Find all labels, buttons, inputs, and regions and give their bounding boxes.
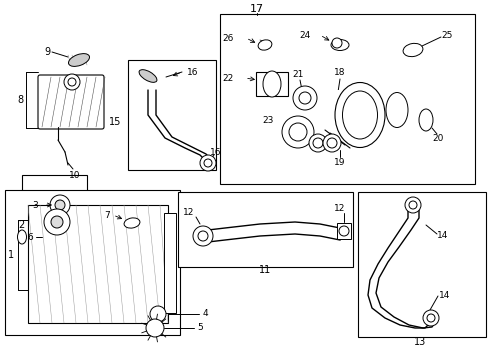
Circle shape	[331, 38, 341, 48]
Text: 22: 22	[222, 73, 233, 82]
Bar	[357, 192, 485, 337]
Circle shape	[203, 159, 212, 167]
Bar	[178, 192, 352, 267]
Text: 16: 16	[210, 148, 221, 157]
Ellipse shape	[342, 91, 377, 139]
Text: 23: 23	[262, 116, 273, 125]
Circle shape	[150, 306, 165, 322]
Ellipse shape	[418, 109, 432, 131]
Circle shape	[404, 197, 420, 213]
Text: 10: 10	[69, 171, 81, 180]
Bar	[256, 72, 287, 96]
Bar	[5, 190, 180, 335]
Text: 16: 16	[187, 68, 198, 77]
Text: 9: 9	[44, 47, 50, 57]
Text: 12: 12	[334, 203, 345, 212]
Text: 26: 26	[222, 33, 233, 42]
Bar	[336, 223, 350, 239]
Text: 7: 7	[104, 211, 110, 220]
Circle shape	[338, 226, 348, 236]
Text: 15: 15	[109, 117, 121, 127]
Bar	[28, 205, 168, 323]
Circle shape	[64, 74, 80, 90]
Circle shape	[408, 201, 416, 209]
Ellipse shape	[18, 230, 26, 244]
Text: 13: 13	[413, 337, 425, 347]
Circle shape	[51, 216, 63, 228]
Bar	[128, 60, 216, 170]
Circle shape	[146, 319, 163, 337]
Ellipse shape	[402, 43, 422, 57]
Bar	[163, 213, 176, 313]
Text: 25: 25	[440, 31, 452, 40]
Circle shape	[198, 231, 207, 241]
Circle shape	[282, 116, 313, 148]
Circle shape	[193, 226, 213, 246]
Circle shape	[326, 138, 336, 148]
Circle shape	[298, 92, 310, 104]
Text: 2: 2	[18, 220, 24, 230]
Text: 5: 5	[197, 324, 203, 333]
Ellipse shape	[334, 82, 384, 148]
Text: 14: 14	[436, 230, 448, 239]
Circle shape	[422, 310, 438, 326]
Ellipse shape	[68, 54, 89, 66]
Circle shape	[44, 209, 70, 235]
Ellipse shape	[263, 71, 281, 97]
Text: 17: 17	[249, 4, 264, 14]
Ellipse shape	[258, 40, 271, 50]
Circle shape	[288, 123, 306, 141]
Circle shape	[50, 195, 70, 215]
Ellipse shape	[330, 40, 348, 50]
Text: 8: 8	[17, 95, 23, 105]
Text: 1: 1	[8, 250, 14, 260]
Bar	[309, 90, 404, 160]
Circle shape	[308, 134, 326, 152]
Text: 11: 11	[258, 265, 270, 275]
Bar	[22, 175, 87, 245]
Ellipse shape	[124, 218, 140, 228]
Text: 19: 19	[334, 158, 345, 166]
Text: 4: 4	[202, 310, 207, 319]
Circle shape	[68, 78, 76, 86]
Text: 6: 6	[27, 233, 33, 242]
Ellipse shape	[385, 93, 407, 127]
Circle shape	[323, 134, 340, 152]
Text: 14: 14	[438, 291, 450, 300]
Ellipse shape	[139, 70, 157, 82]
Bar	[220, 14, 474, 184]
Text: 12: 12	[183, 207, 194, 216]
Text: 3: 3	[32, 201, 38, 210]
Text: 20: 20	[431, 134, 443, 143]
Text: 21: 21	[292, 69, 303, 78]
Text: 24: 24	[299, 31, 310, 40]
Circle shape	[55, 200, 65, 210]
Circle shape	[292, 86, 316, 110]
Circle shape	[426, 314, 434, 322]
Circle shape	[200, 155, 216, 171]
FancyBboxPatch shape	[38, 75, 104, 129]
Circle shape	[312, 138, 323, 148]
Text: 18: 18	[334, 68, 345, 77]
